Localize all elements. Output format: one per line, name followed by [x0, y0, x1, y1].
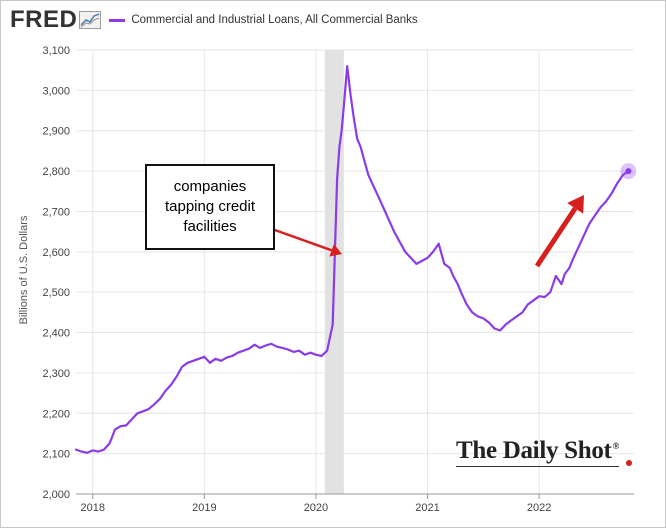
y-tick-label: 3,100 [42, 45, 70, 57]
y-tick-label: 3,000 [42, 85, 70, 97]
y-tick-label: 2,300 [42, 368, 70, 380]
y-tick-label: 2,900 [42, 126, 70, 138]
watermark-registered-mark: ® [612, 440, 620, 451]
y-axis-label: Billions of U.S. Dollars [18, 215, 30, 325]
watermark-text: The Daily Shot [456, 437, 612, 464]
y-tick-label: 2,700 [42, 206, 70, 218]
callout-line-1: companies [173, 178, 247, 195]
arrow-head [329, 244, 342, 257]
y-tick-label: 2,600 [42, 247, 70, 259]
y-tick-label: 2,000 [42, 489, 70, 501]
arrow-shaft [271, 227, 333, 252]
trend-arrow [534, 195, 584, 268]
fred-logo-text: FRED [10, 6, 78, 33]
y-tick-label: 2,400 [42, 328, 70, 340]
annotation-callout: companies tapping credit facilities [145, 164, 275, 250]
fred-logo[interactable]: FRED [10, 6, 102, 34]
x-tick-label: 2018 [80, 502, 104, 514]
callout-line-3: facilities [183, 218, 237, 235]
y-tick-label: 2,100 [42, 449, 70, 461]
chart-header: FRED Commercial and Industrial Loans, Al… [10, 6, 418, 34]
arrow-shaft [534, 206, 578, 268]
legend-swatch [109, 18, 126, 22]
fred-graph-icon [79, 11, 102, 29]
watermark-dot [626, 460, 632, 466]
callout-arrow [271, 227, 342, 257]
y-tick-label: 2,200 [42, 408, 70, 420]
x-tick-label: 2020 [304, 502, 328, 514]
chart-legend: Commercial and Industrial Loans, All Com… [109, 14, 418, 26]
callout-line-2: tapping credit [164, 198, 256, 215]
daily-shot-watermark: The Daily Shot® [456, 437, 619, 467]
gridlines [76, 49, 634, 495]
y-tick-label: 2,800 [42, 166, 70, 178]
annotation-arrows [271, 195, 584, 268]
x-tick-label: 2019 [192, 502, 216, 514]
legend-label: Commercial and Industrial Loans, All Com… [131, 14, 418, 26]
y-tick-label: 2,500 [42, 287, 70, 299]
last-point-marker [625, 168, 632, 175]
x-tick-label: 2021 [415, 502, 439, 514]
series-layer [74, 64, 637, 454]
series-line [74, 64, 630, 454]
axes: 2,000 2,100 2,200 2,300 2,400 2,500 2,600 2,700… [42, 45, 634, 514]
arrow-head [567, 195, 584, 214]
x-tick-label: 2022 [527, 502, 551, 514]
